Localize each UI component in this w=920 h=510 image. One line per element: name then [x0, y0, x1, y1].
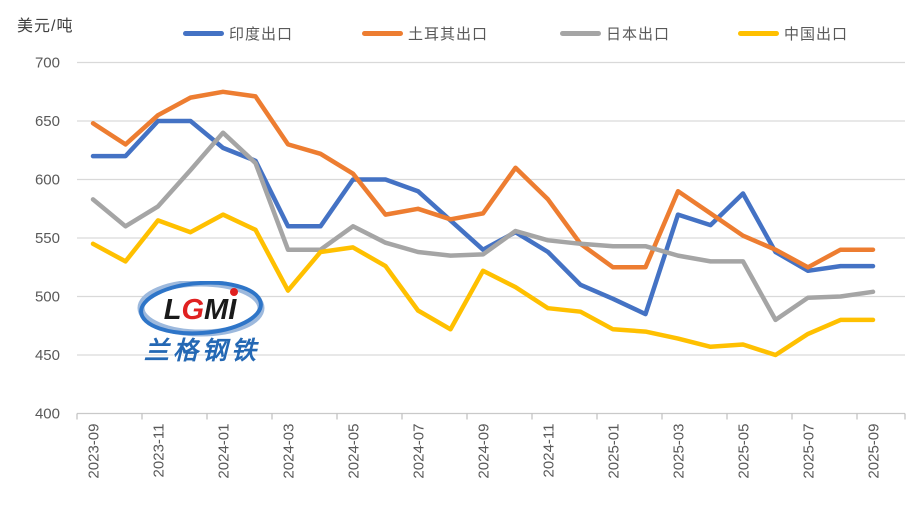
y-axis-label-600: 600 — [35, 172, 60, 189]
x-axis-label-2023-09: 2023-09 — [86, 424, 103, 479]
x-axis-label-2025-07: 2025-07 — [801, 424, 818, 479]
lgmi-logo-latin-text: LGMI — [164, 294, 237, 326]
lgmi-logo-dot — [230, 288, 238, 296]
y-axis-label-500: 500 — [35, 289, 60, 306]
legend-label-turkey: 土耳其出口 — [408, 25, 489, 43]
x-axis-label-2025-01: 2025-01 — [606, 424, 623, 479]
legend-label-india: 印度出口 — [229, 25, 294, 43]
y-axis-label-550: 550 — [35, 230, 60, 247]
x-axis-label-2024-07: 2024-07 — [411, 424, 428, 479]
x-axis-label-2025-03: 2025-03 — [671, 424, 688, 479]
series-line-india — [90, 118, 876, 317]
x-axis-label-2024-03: 2024-03 — [281, 424, 298, 479]
x-axis-label-2024-09: 2024-09 — [476, 424, 493, 479]
x-axis-label-2023-11: 2023-11 — [151, 424, 168, 478]
x-axis-label-2024-11: 2024-11 — [541, 424, 558, 478]
x-axis-label-2025-05: 2025-05 — [736, 424, 753, 479]
series-line-turkey — [90, 89, 876, 270]
legend-swatch-china — [738, 30, 779, 36]
y-axis-label-400: 400 — [35, 406, 60, 423]
lgmi-logo-chinese-text: 兰格钢铁 — [144, 337, 260, 365]
x-axis-label-2024-01: 2024-01 — [216, 424, 233, 479]
legend-swatch-japan — [560, 30, 601, 36]
legend-item-india: 印度出口 — [183, 24, 294, 43]
legend-label-japan: 日本出口 — [606, 25, 671, 43]
x-axis-label-2025-09: 2025-09 — [866, 424, 883, 479]
legend-item-china: 中国出口 — [738, 24, 849, 43]
legend-label-china: 中国出口 — [784, 25, 849, 43]
legend-swatch-india — [183, 30, 224, 36]
legend-item-japan: 日本出口 — [560, 24, 671, 43]
lgmi-logo-ellipse-ring — [139, 280, 263, 336]
legend-swatch-turkey — [362, 30, 403, 36]
y-axis-unit-label: 美元/吨 — [17, 18, 74, 35]
series-line-china — [90, 212, 876, 358]
x-axis-label-2024-05: 2024-05 — [346, 424, 363, 479]
y-axis-label-700: 700 — [35, 55, 60, 72]
lgmi-logo: LGMI 兰格钢铁 — [128, 279, 278, 367]
legend-item-turkey: 土耳其出口 — [362, 24, 489, 43]
y-axis-label-450: 450 — [35, 347, 60, 364]
y-axis-label-650: 650 — [35, 113, 60, 130]
series-line-japan — [90, 130, 876, 323]
